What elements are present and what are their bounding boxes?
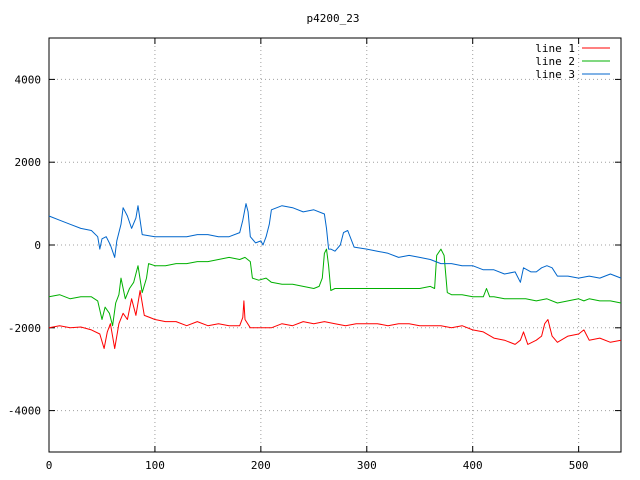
- series-line-3: [48, 203, 622, 283]
- x-tick-label: 500: [569, 459, 589, 472]
- series-line-1: [48, 290, 622, 349]
- x-tick-label: 100: [145, 459, 165, 472]
- y-tick-label: 2000: [15, 156, 42, 169]
- series-line-2: [48, 248, 622, 327]
- x-tick-label: 0: [46, 459, 53, 472]
- series-layer: [48, 203, 622, 349]
- legend-label-3: line 3: [535, 68, 575, 81]
- plot-area-frame: [48, 37, 622, 453]
- y-tick-label: -2000: [8, 322, 41, 335]
- x-tick-label: 300: [357, 459, 377, 472]
- chart-title: p4200_23: [307, 12, 360, 25]
- legend-label-1: line 1: [535, 42, 575, 55]
- y-tick-label: 0: [34, 239, 41, 252]
- axis-ticks: 0 100 200 300 400 500 -4000 -2000 0 2000 4000: [8, 38, 621, 472]
- y-tick-label: -4000: [8, 405, 41, 418]
- x-tick-label: 400: [463, 459, 483, 472]
- legend-label-2: line 2: [535, 55, 575, 68]
- grid: [49, 38, 621, 452]
- y-tick-label: 4000: [15, 73, 42, 86]
- x-tick-label: 200: [251, 459, 271, 472]
